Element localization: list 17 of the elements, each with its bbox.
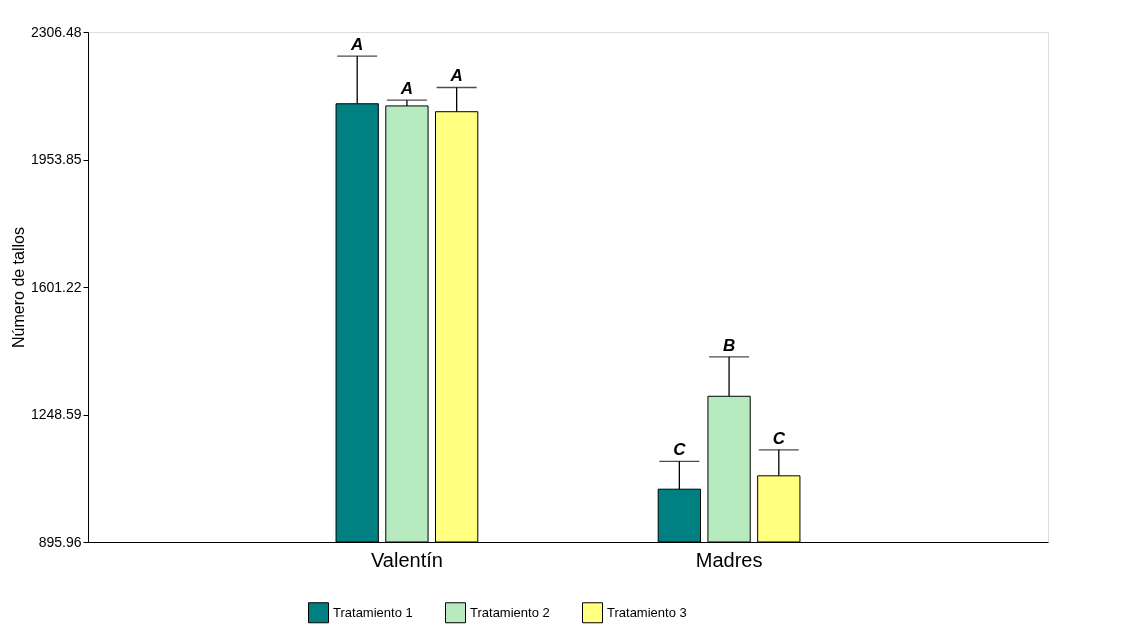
data-label: A bbox=[399, 79, 414, 99]
x-tick-label: Madres bbox=[695, 548, 763, 571]
legend-label: Tratamiento 2 bbox=[470, 604, 550, 620]
y-tick-label: 2306.48 bbox=[30, 23, 82, 40]
y-tick-label: 895.96 bbox=[38, 533, 82, 550]
legend-label: Tratamiento 3 bbox=[607, 604, 687, 620]
data-label: B bbox=[722, 335, 736, 355]
y-tick-label: 1248.59 bbox=[30, 406, 82, 422]
data-label: C bbox=[673, 440, 687, 460]
legend-label: Tratamiento 1 bbox=[333, 604, 413, 620]
data-label: C bbox=[772, 428, 786, 448]
y-tick-label: 1953.85 bbox=[30, 151, 82, 167]
y-axis-title: Número de tallos bbox=[9, 227, 27, 348]
data-label: A bbox=[350, 35, 364, 55]
x-tick-label: Valentín bbox=[370, 548, 443, 571]
data-label: A bbox=[449, 66, 463, 86]
y-tick-label: 1601.22 bbox=[30, 278, 82, 295]
